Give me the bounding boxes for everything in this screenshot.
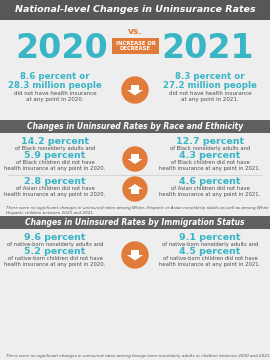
Text: 5.2 percent: 5.2 percent	[24, 247, 86, 256]
Polygon shape	[131, 85, 139, 90]
Text: 28.3 million people: 28.3 million people	[8, 81, 102, 90]
Text: 14.2 percent: 14.2 percent	[21, 137, 89, 146]
Text: Changes in Uninsured Rates by Race and Ethnicity: Changes in Uninsured Rates by Race and E…	[27, 122, 243, 131]
Polygon shape	[131, 189, 139, 194]
Text: 9.1 percent: 9.1 percent	[179, 233, 241, 242]
Text: of Black nonelderly adults and: of Black nonelderly adults and	[170, 146, 250, 151]
FancyBboxPatch shape	[0, 216, 270, 229]
Polygon shape	[131, 154, 139, 159]
Text: 27.2 million people: 27.2 million people	[163, 81, 257, 90]
Text: 8.6 percent or: 8.6 percent or	[20, 72, 90, 81]
Text: 8.3 percent or: 8.3 percent or	[175, 72, 245, 81]
Text: 4.5 percent: 4.5 percent	[179, 247, 241, 256]
FancyBboxPatch shape	[0, 229, 270, 360]
FancyBboxPatch shape	[0, 20, 270, 120]
FancyBboxPatch shape	[0, 133, 270, 216]
FancyBboxPatch shape	[112, 38, 159, 54]
Polygon shape	[127, 184, 143, 189]
Text: of native-born children did not have
health insurance at any point in 2020.: of native-born children did not have hea…	[4, 256, 106, 267]
Text: There were no significant changes in uninsured rates among White, Hispanic or As: There were no significant changes in uni…	[6, 206, 270, 215]
Text: 4.6 percent: 4.6 percent	[179, 177, 241, 186]
Text: of Asian children did not have
health insurance at any point in 2020.: of Asian children did not have health in…	[4, 186, 106, 197]
Text: INCREASE OR
DECREASE: INCREASE OR DECREASE	[116, 41, 156, 51]
Circle shape	[122, 77, 148, 103]
Text: of Black children did not have
health insurance at any point in 2021.: of Black children did not have health in…	[159, 160, 261, 171]
Circle shape	[123, 177, 147, 201]
Text: of Black nonelderly adults and: of Black nonelderly adults and	[15, 146, 95, 151]
Text: vs.: vs.	[128, 27, 142, 36]
Text: 2.8 percent: 2.8 percent	[24, 177, 86, 186]
Circle shape	[123, 147, 147, 171]
Text: did not have health insurance
at any point in 2020.: did not have health insurance at any poi…	[14, 91, 96, 102]
Circle shape	[122, 242, 148, 268]
Polygon shape	[127, 159, 143, 164]
Text: of native-born nonelderly adults and: of native-born nonelderly adults and	[162, 242, 258, 247]
Text: 4.3 percent: 4.3 percent	[179, 151, 241, 160]
Text: 2020: 2020	[16, 31, 108, 64]
Text: 2021: 2021	[162, 31, 254, 64]
Polygon shape	[127, 90, 143, 95]
FancyBboxPatch shape	[0, 0, 270, 20]
Text: of native-born nonelderly adults and: of native-born nonelderly adults and	[7, 242, 103, 247]
FancyBboxPatch shape	[0, 120, 270, 133]
Text: of Asian children did not have
health insurance at any point in 2021.: of Asian children did not have health in…	[159, 186, 261, 197]
Polygon shape	[127, 255, 143, 260]
Text: National-level Changes in Uninsurance Rates: National-level Changes in Uninsurance Ra…	[15, 5, 255, 14]
Polygon shape	[131, 249, 139, 255]
Text: did not have health insurance
at any point in 2021.: did not have health insurance at any poi…	[169, 91, 251, 102]
Text: 12.7 percent: 12.7 percent	[176, 137, 244, 146]
Text: 5.9 percent: 5.9 percent	[24, 151, 86, 160]
Text: of native-born children did not have
health insurance at any point in 2021.: of native-born children did not have hea…	[159, 256, 261, 267]
Text: Changes in Uninsured Rates by Immigration Status: Changes in Uninsured Rates by Immigratio…	[25, 218, 245, 227]
Text: of Black children did not have
health insurance at any point in 2020.: of Black children did not have health in…	[4, 160, 106, 171]
Text: There were no significant changes in uninsured rates among foreign-born nonelder: There were no significant changes in uni…	[6, 354, 270, 358]
Text: 9.6 percent: 9.6 percent	[24, 233, 86, 242]
